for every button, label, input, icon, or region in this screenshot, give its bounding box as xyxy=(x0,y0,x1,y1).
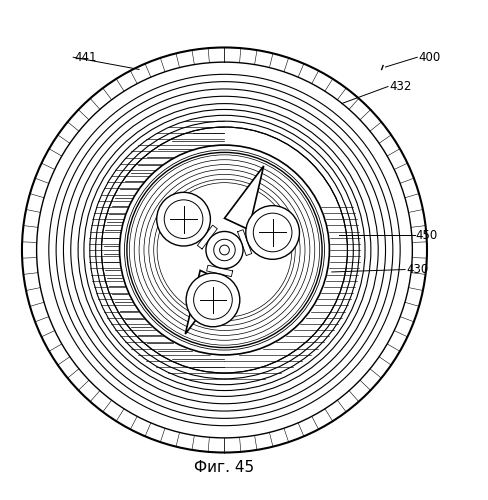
Polygon shape xyxy=(206,265,233,276)
Circle shape xyxy=(37,62,412,438)
Circle shape xyxy=(246,206,300,260)
Circle shape xyxy=(214,240,235,260)
Circle shape xyxy=(186,273,240,327)
Polygon shape xyxy=(224,166,264,230)
Polygon shape xyxy=(197,225,217,249)
Text: 432: 432 xyxy=(389,80,411,93)
Text: 430: 430 xyxy=(406,263,428,276)
Circle shape xyxy=(22,48,427,452)
Circle shape xyxy=(206,232,243,268)
Circle shape xyxy=(157,192,210,246)
Circle shape xyxy=(102,127,347,373)
Polygon shape xyxy=(185,270,224,334)
Text: Фиг. 45: Фиг. 45 xyxy=(194,460,255,474)
Circle shape xyxy=(120,145,329,355)
Text: 400: 400 xyxy=(418,50,441,64)
Text: 450: 450 xyxy=(416,229,438,242)
Polygon shape xyxy=(238,230,252,256)
Text: 441: 441 xyxy=(74,50,97,64)
